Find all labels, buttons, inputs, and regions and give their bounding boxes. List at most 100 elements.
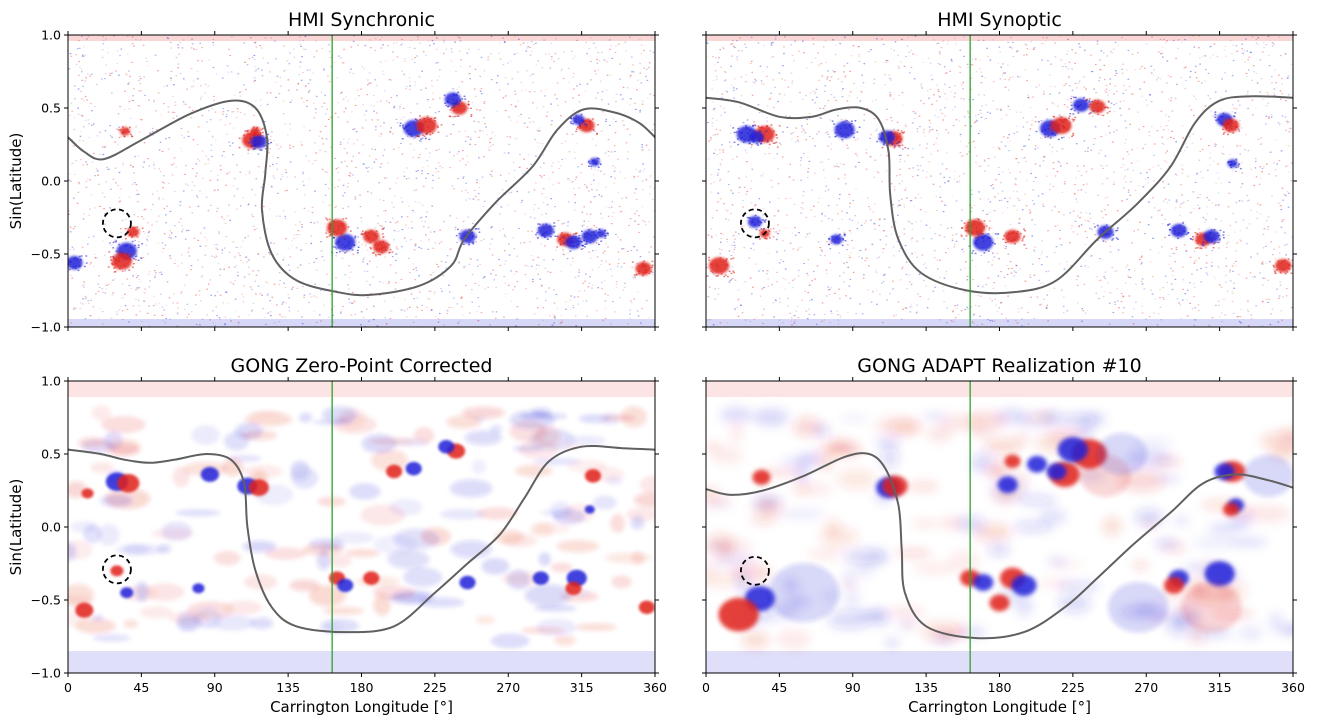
active-region xyxy=(1026,455,1048,473)
active-region xyxy=(416,117,437,134)
neutral-line xyxy=(68,444,655,634)
active-region xyxy=(532,571,549,585)
x-tick-label: 180 xyxy=(988,680,1012,695)
highlight-circle xyxy=(740,208,770,239)
highlight-circle xyxy=(102,554,132,585)
active-region xyxy=(192,583,205,594)
x-tick-label: 270 xyxy=(1134,680,1158,695)
panel-title: HMI Synoptic xyxy=(937,9,1062,31)
x-tick-label: 360 xyxy=(1281,680,1305,695)
active-region xyxy=(75,602,94,618)
active-region xyxy=(572,114,585,125)
active-region xyxy=(363,229,380,244)
magnetogram-field xyxy=(706,35,1293,327)
neutral-line xyxy=(706,452,1293,640)
field-texture xyxy=(68,35,655,327)
y-tick-label: 0.5 xyxy=(41,101,61,116)
highlight-circle xyxy=(740,555,770,586)
x-tick-label: 315 xyxy=(1208,680,1232,695)
active-region xyxy=(973,574,994,591)
active-region xyxy=(768,563,840,623)
active-region xyxy=(120,587,134,599)
active-region xyxy=(1243,454,1293,497)
active-region xyxy=(1004,454,1021,469)
magnetogram-field xyxy=(68,35,655,327)
active-region xyxy=(581,229,598,244)
x-tick-label: 135 xyxy=(914,680,938,695)
active-region xyxy=(997,476,1018,494)
active-region xyxy=(1096,433,1147,475)
active-region xyxy=(1204,561,1235,587)
active-region xyxy=(830,234,843,245)
x-tick-label: 180 xyxy=(350,680,374,695)
active-region xyxy=(708,257,730,275)
y-tick-label: 1.0 xyxy=(41,374,61,389)
field-texture xyxy=(68,381,655,673)
magnetogram-field xyxy=(706,381,1293,673)
active-region xyxy=(1203,229,1220,244)
active-region xyxy=(110,565,124,577)
active-region xyxy=(459,575,476,590)
active-region xyxy=(1227,159,1238,168)
active-region xyxy=(718,597,759,632)
active-region xyxy=(565,581,582,596)
active-region xyxy=(1107,582,1169,633)
active-region xyxy=(1011,574,1037,596)
active-region xyxy=(989,594,1010,612)
active-region xyxy=(537,223,554,238)
active-region xyxy=(363,571,380,585)
panel-1: 1.0 0.5 0.0 −0.5 −1.0 HMI Synchronic Sin(Latit… xyxy=(7,9,659,335)
highlight-circle xyxy=(102,208,132,239)
active-region xyxy=(111,252,132,270)
y-axis-label: Sin(Latitude) xyxy=(7,479,25,576)
field-texture xyxy=(706,35,1293,327)
y-tick-label: 0.0 xyxy=(41,174,61,189)
y-tick-label: 0.5 xyxy=(41,447,61,462)
neutral-line xyxy=(68,99,655,297)
x-tick-label: 225 xyxy=(423,680,447,695)
x-tick-label: 45 xyxy=(133,680,149,695)
panel-3: 0 45 90 135 180 225 270 315 360 1.0 0.5 0.0 −0.5 −1.0… xyxy=(7,355,667,716)
y-tick-label: 0.0 xyxy=(41,520,61,535)
x-axis-label: Carrington Longitude [°] xyxy=(270,698,453,716)
active-region xyxy=(1275,258,1292,273)
panel-title: GONG ADAPT Realization #10 xyxy=(857,355,1141,377)
y-tick-label: 1.0 xyxy=(41,28,61,43)
active-region xyxy=(638,600,655,615)
x-axis-label: Carrington Longitude [°] xyxy=(908,698,1091,716)
active-region xyxy=(584,505,595,514)
x-tick-label: 315 xyxy=(570,680,594,695)
panel-title: GONG Zero-Point Corrected xyxy=(231,355,493,377)
x-tick-label: 45 xyxy=(771,680,787,695)
y-tick-label: −0.5 xyxy=(31,247,61,262)
x-tick-label: 0 xyxy=(64,680,72,695)
neutral-line xyxy=(706,95,1293,295)
panel-background xyxy=(706,35,1293,327)
x-tick-label: 0 xyxy=(702,680,710,695)
x-tick-label: 90 xyxy=(207,680,223,695)
x-tick-label: 360 xyxy=(643,680,667,695)
active-region xyxy=(81,488,94,499)
active-region xyxy=(200,466,219,482)
panel-4: 0 45 90 135 180 225 270 315 360 GONG ADAPT Realiz… xyxy=(702,355,1305,716)
active-region xyxy=(438,439,455,454)
active-region xyxy=(337,578,354,593)
x-tick-label: 90 xyxy=(845,680,861,695)
x-tick-label: 225 xyxy=(1061,680,1085,695)
active-region xyxy=(752,469,771,485)
x-tick-label: 135 xyxy=(276,680,300,695)
active-region xyxy=(1046,463,1067,480)
active-region xyxy=(584,469,602,483)
active-region xyxy=(1057,437,1088,463)
active-region xyxy=(373,239,390,254)
active-region xyxy=(1163,577,1185,594)
y-axis-label: Sin(Latitude) xyxy=(7,133,25,230)
y-tick-label: −0.5 xyxy=(31,593,61,608)
active-region xyxy=(834,121,855,139)
y-tick-label: −1.0 xyxy=(31,666,61,681)
active-region xyxy=(386,464,403,479)
panel-title: HMI Synchronic xyxy=(288,9,435,31)
magnetogram-field xyxy=(68,381,655,673)
active-region xyxy=(596,229,607,238)
